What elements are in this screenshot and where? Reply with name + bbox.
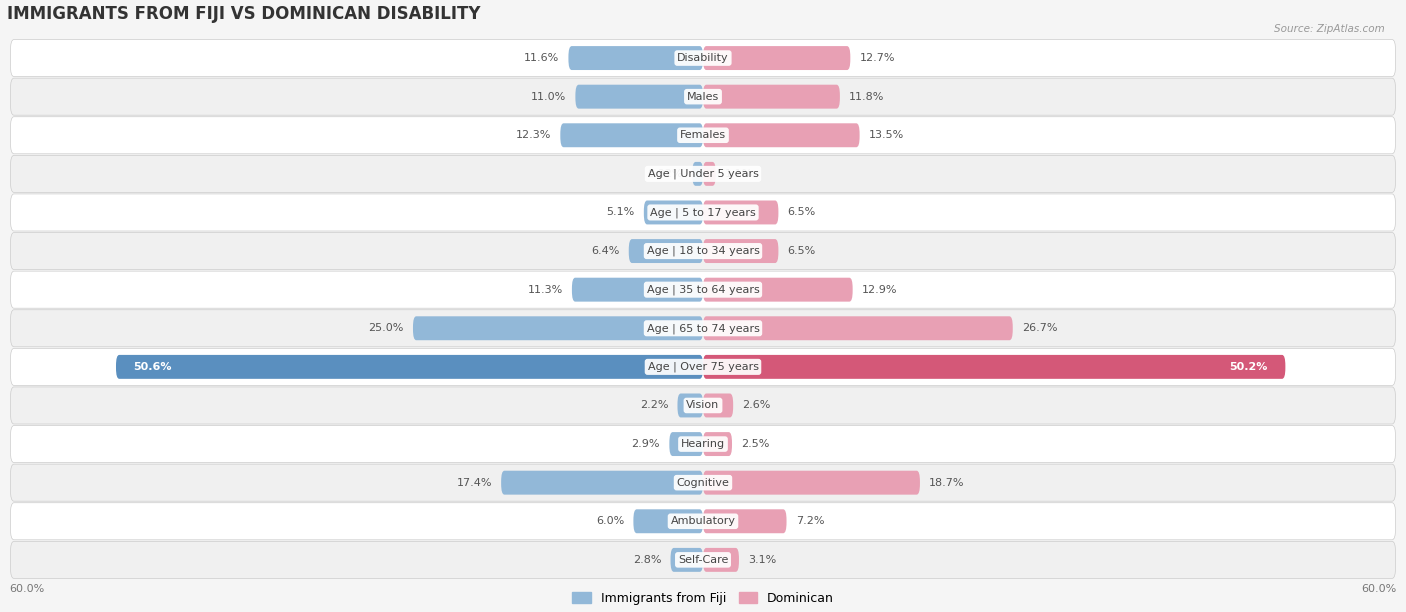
FancyBboxPatch shape [703,201,779,225]
FancyBboxPatch shape [10,310,1396,347]
FancyBboxPatch shape [568,46,703,70]
Text: Age | 65 to 74 years: Age | 65 to 74 years [647,323,759,334]
FancyBboxPatch shape [10,502,1396,540]
Text: 5.1%: 5.1% [606,207,634,217]
Text: Age | 35 to 64 years: Age | 35 to 64 years [647,285,759,295]
Text: 3.1%: 3.1% [748,555,776,565]
Text: 25.0%: 25.0% [368,323,404,334]
Text: 7.2%: 7.2% [796,517,824,526]
FancyBboxPatch shape [628,239,703,263]
Text: 12.9%: 12.9% [862,285,897,294]
FancyBboxPatch shape [703,548,740,572]
Text: 11.8%: 11.8% [849,92,884,102]
FancyBboxPatch shape [10,425,1396,463]
FancyBboxPatch shape [669,432,703,456]
FancyBboxPatch shape [633,509,703,533]
FancyBboxPatch shape [703,471,920,494]
Text: Age | Over 75 years: Age | Over 75 years [648,362,758,372]
Text: 13.5%: 13.5% [869,130,904,140]
Text: Age | 5 to 17 years: Age | 5 to 17 years [650,207,756,218]
FancyBboxPatch shape [10,117,1396,154]
Text: Cognitive: Cognitive [676,478,730,488]
Text: 6.5%: 6.5% [787,207,815,217]
FancyBboxPatch shape [644,201,703,225]
FancyBboxPatch shape [10,348,1396,386]
FancyBboxPatch shape [10,271,1396,308]
FancyBboxPatch shape [10,542,1396,578]
FancyBboxPatch shape [678,394,703,417]
FancyBboxPatch shape [703,239,779,263]
Text: 1.1%: 1.1% [725,169,754,179]
Text: 6.0%: 6.0% [596,517,624,526]
FancyBboxPatch shape [703,162,716,186]
FancyBboxPatch shape [703,394,733,417]
Text: Age | 18 to 34 years: Age | 18 to 34 years [647,246,759,256]
Text: IMMIGRANTS FROM FIJI VS DOMINICAN DISABILITY: IMMIGRANTS FROM FIJI VS DOMINICAN DISABI… [7,6,481,23]
Text: 11.6%: 11.6% [524,53,560,63]
Legend: Immigrants from Fiji, Dominican: Immigrants from Fiji, Dominican [567,587,839,610]
FancyBboxPatch shape [692,162,703,186]
Text: Vision: Vision [686,400,720,411]
Text: 60.0%: 60.0% [1361,584,1396,594]
FancyBboxPatch shape [703,278,852,302]
Text: 2.5%: 2.5% [741,439,769,449]
FancyBboxPatch shape [703,355,1285,379]
Text: 17.4%: 17.4% [457,478,492,488]
Text: 6.4%: 6.4% [591,246,620,256]
FancyBboxPatch shape [703,509,786,533]
FancyBboxPatch shape [703,432,733,456]
FancyBboxPatch shape [10,78,1396,115]
FancyBboxPatch shape [10,233,1396,270]
FancyBboxPatch shape [671,548,703,572]
Text: 60.0%: 60.0% [10,584,45,594]
FancyBboxPatch shape [703,46,851,70]
Text: Males: Males [688,92,718,102]
FancyBboxPatch shape [115,355,703,379]
Text: Disability: Disability [678,53,728,63]
FancyBboxPatch shape [501,471,703,494]
Text: Females: Females [681,130,725,140]
Text: 12.3%: 12.3% [516,130,551,140]
FancyBboxPatch shape [10,194,1396,231]
FancyBboxPatch shape [703,123,859,147]
Text: 50.2%: 50.2% [1230,362,1268,372]
Text: 11.3%: 11.3% [527,285,562,294]
FancyBboxPatch shape [561,123,703,147]
FancyBboxPatch shape [572,278,703,302]
FancyBboxPatch shape [575,84,703,108]
Text: 18.7%: 18.7% [929,478,965,488]
FancyBboxPatch shape [10,155,1396,192]
Text: 2.9%: 2.9% [631,439,659,449]
Text: Ambulatory: Ambulatory [671,517,735,526]
Text: 2.6%: 2.6% [742,400,770,411]
Text: 12.7%: 12.7% [859,53,896,63]
Text: Hearing: Hearing [681,439,725,449]
Text: Age | Under 5 years: Age | Under 5 years [648,169,758,179]
FancyBboxPatch shape [703,84,839,108]
Text: 2.2%: 2.2% [640,400,668,411]
FancyBboxPatch shape [10,464,1396,501]
FancyBboxPatch shape [10,387,1396,424]
Text: 50.6%: 50.6% [134,362,172,372]
Text: 6.5%: 6.5% [787,246,815,256]
FancyBboxPatch shape [703,316,1012,340]
Text: 0.92%: 0.92% [648,169,683,179]
Text: 11.0%: 11.0% [531,92,567,102]
Text: 2.8%: 2.8% [633,555,661,565]
Text: 26.7%: 26.7% [1022,323,1057,334]
FancyBboxPatch shape [10,40,1396,76]
Text: Source: ZipAtlas.com: Source: ZipAtlas.com [1274,24,1385,34]
FancyBboxPatch shape [413,316,703,340]
Text: Self-Care: Self-Care [678,555,728,565]
